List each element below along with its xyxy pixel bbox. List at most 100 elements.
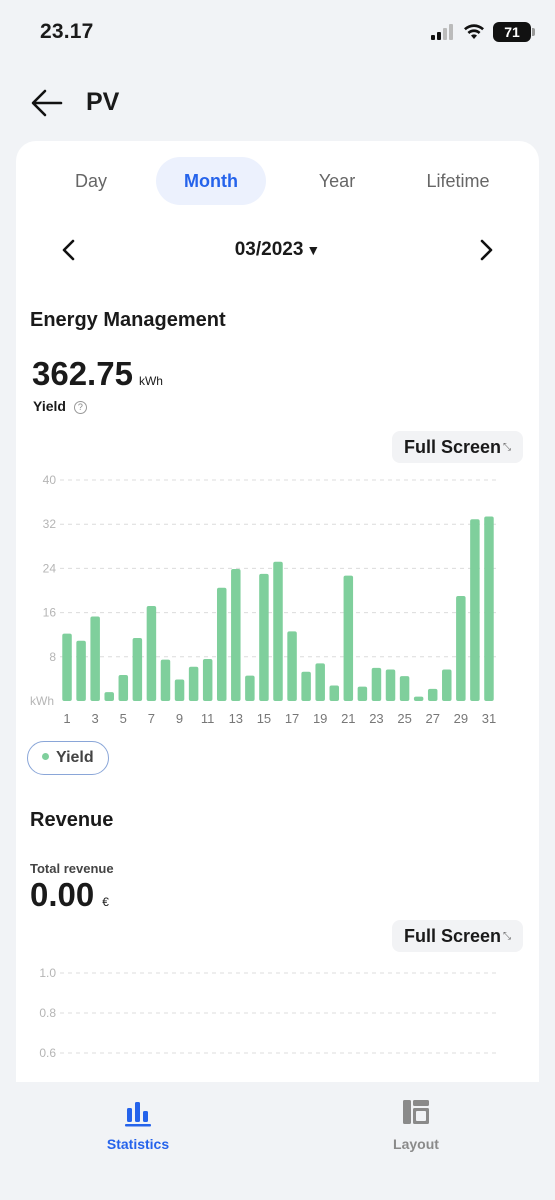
bar-day-29: [456, 596, 466, 701]
period-tabs: Day Month Year Lifetime: [16, 157, 539, 207]
legend-yield-label: Yield: [56, 749, 94, 766]
battery-icon: 71: [493, 22, 535, 42]
caret-down-icon: ▼: [306, 242, 321, 258]
y-tick-label: 40: [43, 473, 57, 487]
tab-year[interactable]: Year: [318, 171, 356, 191]
bar-day-31: [484, 516, 494, 701]
bottom-navigation: Statistics Layout: [0, 1082, 555, 1200]
bar-day-12: [216, 587, 227, 701]
bar-day-17: [287, 631, 297, 701]
fullscreen-label: Full Screen: [403, 926, 501, 946]
bar-day-22: [357, 686, 368, 701]
x-tick-label: 17: [285, 711, 299, 726]
next-month-icon[interactable]: [473, 237, 499, 263]
bar-day-11: [202, 659, 213, 701]
status-icons: 71: [431, 22, 535, 42]
date-value: 03/2023: [234, 239, 304, 260]
legend-dot: [42, 753, 49, 760]
wifi-icon: [464, 24, 484, 39]
yield-unit: kWh: [138, 374, 163, 388]
nav-layout[interactable]: Layout: [346, 1098, 486, 1152]
date-selector[interactable]: 03/2023 ▼: [16, 239, 539, 261]
tab-month[interactable]: Month: [156, 157, 266, 205]
bar-day-19: [315, 663, 325, 701]
bar-day-16: [273, 561, 283, 701]
bar-day-7: [146, 605, 157, 701]
revenue-fullscreen-button[interactable]: Full Screen ⤡: [391, 920, 523, 952]
yield-value: 362.75: [32, 355, 133, 392]
x-tick-label: 9: [176, 711, 183, 726]
bar-day-23: [371, 667, 382, 701]
bar-day-15: [259, 573, 269, 701]
x-tick-label: 23: [369, 711, 383, 726]
x-tick-label: 13: [229, 711, 243, 726]
bar-day-1: [62, 633, 72, 701]
revenue-unit: €: [102, 895, 109, 909]
x-tick-label: 11: [201, 711, 215, 726]
cellular-signal-icon: [431, 24, 453, 40]
bar-day-18: [301, 671, 311, 701]
total-revenue: 0.00 €: [30, 876, 109, 914]
layout-icon: [403, 1100, 429, 1124]
y-tick-label: 32: [43, 517, 57, 531]
bar-day-2: [76, 640, 86, 701]
y-tick-label: 1.0: [39, 966, 56, 980]
revenue-section-title: Revenue: [30, 809, 114, 831]
bar-day-10: [188, 666, 199, 701]
yield-total: 362.75 kWh: [32, 355, 163, 393]
bar-day-21: [343, 575, 354, 701]
x-tick-label: 27: [425, 711, 439, 726]
revenue-chart: 1.0 0.8 0.6: [39, 966, 496, 1060]
x-tick-label: 5: [120, 711, 127, 726]
nav-statistics[interactable]: Statistics: [68, 1098, 208, 1152]
y-tick-label: 16: [43, 606, 57, 620]
x-tick-label: 3: [92, 711, 99, 726]
y-tick-label: 24: [43, 561, 57, 575]
back-arrow-icon[interactable]: [30, 86, 64, 120]
bar-day-8: [160, 659, 171, 701]
bar-day-24: [385, 669, 396, 701]
expand-icon: ⤡: [503, 931, 511, 942]
help-icon[interactable]: ?: [73, 401, 87, 414]
bar-day-5: [118, 675, 129, 701]
energy-fullscreen-button[interactable]: Full Screen ⤡: [391, 431, 523, 463]
bar-day-20: [329, 685, 340, 701]
bar-day-4: [104, 692, 114, 701]
revenue-value: 0.00: [30, 876, 95, 913]
x-tick-label: 1: [63, 711, 70, 726]
bar-day-27: [427, 688, 438, 701]
y-tick-label: 8: [49, 650, 56, 664]
x-tick-label: 21: [341, 711, 355, 726]
x-tick-label: 15: [257, 711, 271, 726]
bar-day-14: [245, 675, 255, 701]
tab-lifetime[interactable]: Lifetime: [426, 171, 490, 191]
y-tick-label: 0.6: [39, 1046, 56, 1060]
bar-chart-icon: [125, 1102, 151, 1127]
bar-day-13: [231, 568, 241, 701]
bar-day-6: [132, 638, 143, 701]
bar-day-9: [174, 679, 185, 701]
legend-yield[interactable]: Yield: [27, 741, 109, 775]
bar-day-30: [470, 519, 480, 701]
previous-month-icon[interactable]: [56, 237, 82, 263]
yield-label: Yield?: [33, 398, 87, 414]
status-bar: 23.17 71: [0, 0, 555, 60]
fullscreen-label: Full Screen: [403, 437, 501, 457]
bar-day-26: [413, 696, 424, 701]
energy-section-title: Energy Management: [30, 309, 226, 331]
battery-level: 71: [504, 24, 520, 40]
x-tick-label: 25: [397, 711, 411, 726]
status-time: 23.17: [40, 20, 94, 43]
bar-day-25: [399, 676, 410, 701]
expand-icon: ⤡: [503, 442, 511, 453]
nav-layout-label: Layout: [393, 1136, 439, 1152]
header: PV: [0, 82, 555, 122]
bar-day-28: [442, 669, 452, 701]
x-tick-label: 31: [482, 711, 496, 726]
page-title: PV: [86, 88, 120, 116]
nav-statistics-label: Statistics: [106, 1136, 170, 1152]
statistics-card: Day Month Year Lifetime 03/2023 ▼ Energy …: [16, 141, 539, 1082]
tab-day[interactable]: Day: [74, 171, 107, 191]
x-tick-label: 29: [454, 711, 468, 726]
